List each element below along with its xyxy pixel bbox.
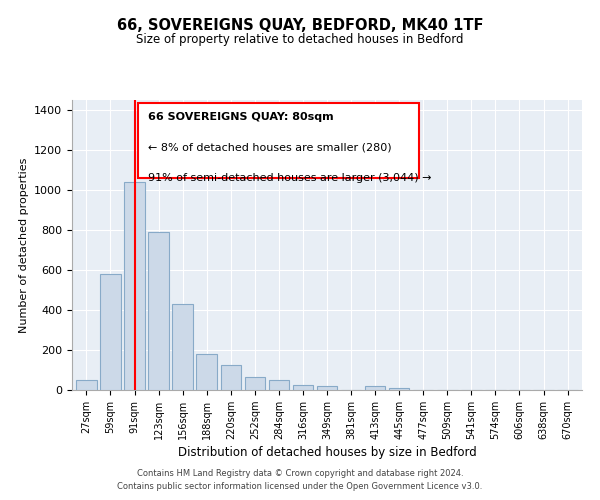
FancyBboxPatch shape — [139, 103, 419, 178]
Text: ← 8% of detached houses are smaller (280): ← 8% of detached houses are smaller (280… — [149, 142, 392, 152]
Bar — [148, 232, 169, 390]
Bar — [196, 354, 217, 390]
Text: Size of property relative to detached houses in Bedford: Size of property relative to detached ho… — [136, 32, 464, 46]
Text: Contains public sector information licensed under the Open Government Licence v3: Contains public sector information licen… — [118, 482, 482, 491]
Bar — [172, 304, 193, 390]
Bar — [100, 274, 121, 390]
Bar — [124, 182, 145, 390]
Bar — [365, 386, 385, 390]
Bar — [269, 380, 289, 390]
Bar — [221, 365, 241, 390]
Text: 66, SOVEREIGNS QUAY, BEDFORD, MK40 1TF: 66, SOVEREIGNS QUAY, BEDFORD, MK40 1TF — [117, 18, 483, 32]
Text: Contains HM Land Registry data © Crown copyright and database right 2024.: Contains HM Land Registry data © Crown c… — [137, 468, 463, 477]
Bar — [389, 388, 409, 390]
Y-axis label: Number of detached properties: Number of detached properties — [19, 158, 29, 332]
Text: 66 SOVEREIGNS QUAY: 80sqm: 66 SOVEREIGNS QUAY: 80sqm — [149, 112, 334, 122]
Bar — [317, 386, 337, 390]
Bar — [293, 385, 313, 390]
Text: 91% of semi-detached houses are larger (3,044) →: 91% of semi-detached houses are larger (… — [149, 172, 432, 182]
Bar — [245, 377, 265, 390]
X-axis label: Distribution of detached houses by size in Bedford: Distribution of detached houses by size … — [178, 446, 476, 459]
Bar — [76, 380, 97, 390]
